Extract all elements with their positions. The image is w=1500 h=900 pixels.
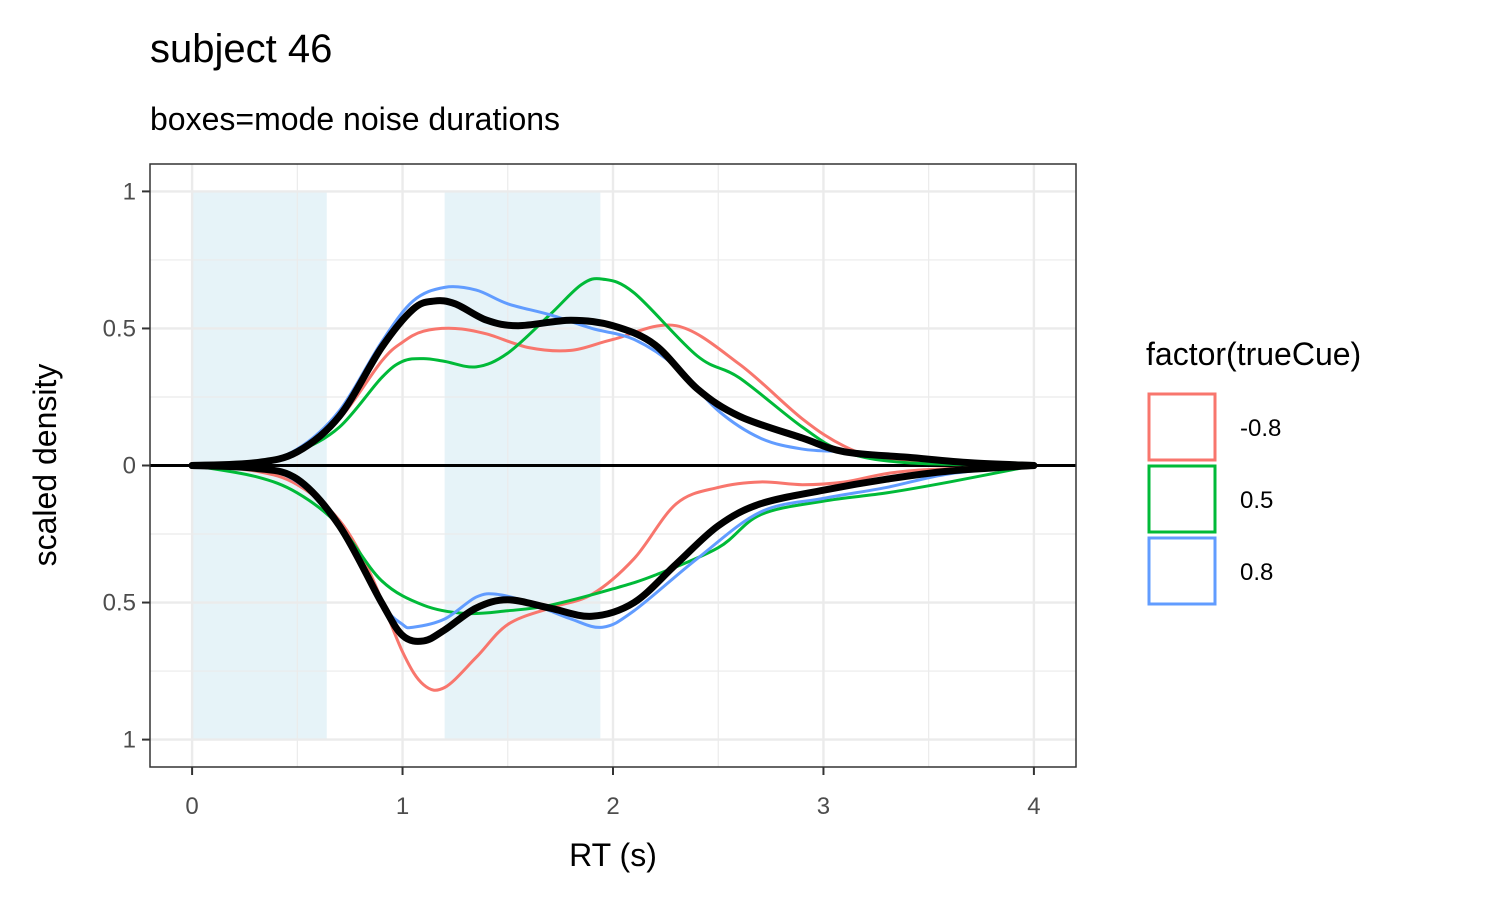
y-tick-label: 1 — [123, 178, 136, 205]
y-axis: 1 0.5 0 0.5 1 — [103, 178, 150, 754]
chart-subtitle: boxes=mode noise durations — [150, 101, 560, 137]
y-axis-title: scaled density — [27, 364, 63, 567]
legend-label-0.5: 0.5 — [1240, 487, 1273, 514]
x-tick-label: 4 — [1027, 793, 1040, 820]
x-tick-label: 1 — [396, 793, 409, 820]
y-tick-label: 1 — [123, 727, 136, 754]
x-tick-label: 0 — [185, 793, 198, 820]
series-line-overall-lower — [188, 462, 1038, 645]
plot-panel — [149, 163, 1077, 768]
chart-title: subject 46 — [150, 27, 332, 71]
legend-key-0.8 — [1147, 536, 1217, 606]
x-tick-label: 2 — [606, 793, 619, 820]
y-tick-label: 0.5 — [103, 590, 136, 617]
y-tick-label: 0 — [123, 453, 136, 480]
series-line-overall-upper — [188, 297, 1038, 469]
legend-entries: -0.8 0.5 0.8 — [1147, 392, 1281, 606]
legend-label--0.8: -0.8 — [1240, 415, 1281, 442]
series-line--0.8-lower — [190, 464, 1036, 692]
legend: factor(trueCue) -0.8 0.5 0.8 — [1146, 336, 1361, 606]
x-axis-title: RT (s) — [569, 837, 657, 873]
series-layer — [188, 277, 1038, 692]
series-line-0.5-upper — [190, 277, 1036, 467]
x-axis: 0 1 2 3 4 — [185, 767, 1041, 820]
x-tick-label: 3 — [817, 793, 830, 820]
legend-title: factor(trueCue) — [1146, 336, 1361, 372]
legend-key-0.5 — [1147, 464, 1217, 534]
legend-label-0.8: 0.8 — [1240, 559, 1273, 586]
legend-key--0.8 — [1147, 392, 1217, 462]
y-tick-label: 0.5 — [103, 315, 136, 342]
